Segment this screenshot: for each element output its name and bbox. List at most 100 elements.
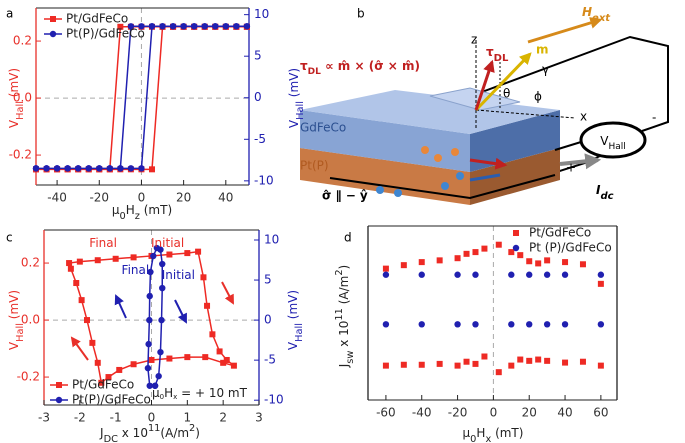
marker: [184, 250, 191, 257]
marker: [513, 230, 519, 236]
y-tick-label: 0.2: [13, 34, 32, 48]
marker: [526, 357, 533, 364]
label: τDL: [486, 45, 509, 64]
x-tick-label: 3: [255, 411, 263, 425]
label-part: 11: [334, 308, 345, 320]
marker: [243, 23, 251, 30]
field-vector: [527, 17, 603, 44]
legend-label: Pt/GdFeCo: [66, 12, 128, 26]
spins: [376, 146, 508, 197]
x-tick-label: -20: [89, 191, 109, 205]
y-tick-label: 0.0: [13, 91, 32, 105]
marker: [382, 265, 389, 272]
marker: [106, 165, 114, 172]
spin: [456, 172, 464, 180]
label-part: V: [287, 119, 301, 128]
spin: [441, 182, 449, 190]
x-tick-label: 0: [490, 406, 498, 420]
axis-label: μ0Hz (mT): [112, 203, 172, 222]
panel-letter: d: [344, 231, 352, 245]
marker: [526, 271, 533, 278]
marker: [561, 321, 569, 328]
marker: [50, 16, 56, 22]
marker: [67, 265, 74, 272]
marker: [382, 362, 389, 369]
label-part: z: [135, 211, 140, 222]
legend-label: Pt/GdFeCo: [72, 378, 134, 392]
label: Idc: [596, 183, 614, 202]
marker: [454, 362, 461, 369]
label-part: Hall: [295, 101, 306, 120]
x-tick-label: -3: [38, 411, 50, 425]
label: VHall: [600, 134, 626, 152]
marker: [418, 321, 425, 328]
marker: [146, 382, 153, 389]
marker: [454, 271, 461, 278]
label-part: x 10: [337, 321, 351, 351]
label-part: H: [126, 203, 135, 217]
axis-label: VHall (mV): [7, 68, 26, 128]
marker: [535, 260, 542, 267]
marker: [481, 245, 488, 252]
marker: [472, 360, 479, 367]
spin: [376, 186, 384, 194]
marker: [127, 23, 135, 30]
marker: [190, 23, 198, 30]
marker: [597, 280, 604, 287]
marker: [562, 359, 569, 366]
marker: [127, 165, 135, 172]
label: σ̂ ∥ − ŷ: [322, 189, 368, 203]
marker: [166, 251, 173, 258]
label-part: J: [99, 426, 104, 440]
label-part: 0: [160, 393, 164, 401]
marker: [454, 321, 461, 328]
marker: [562, 259, 569, 266]
torque-vector: [474, 59, 495, 111]
label: +: [566, 161, 576, 175]
label: -: [652, 111, 656, 125]
marker: [144, 364, 152, 372]
hall-cross: [429, 87, 521, 111]
marker: [472, 271, 479, 278]
marker: [544, 257, 551, 264]
label-part: 2: [334, 269, 345, 275]
label-part: H: [476, 426, 485, 440]
panel-letter: b: [357, 7, 365, 21]
marker: [400, 361, 407, 368]
voltmeter: [579, 121, 647, 159]
marker: [96, 165, 103, 172]
marker: [148, 356, 155, 363]
series-line: [36, 26, 247, 171]
gdfeco-layer: [300, 110, 470, 172]
marker: [418, 271, 425, 278]
sweep-arrow: [221, 281, 234, 305]
panel-letter: c: [6, 231, 13, 245]
marker: [56, 382, 62, 388]
marker: [180, 23, 187, 30]
axis-label: VHall (mV): [286, 290, 305, 350]
y-tick-label: -0.2: [9, 148, 32, 162]
label-part: J: [337, 364, 351, 369]
marker: [418, 259, 425, 266]
label-part: 2: [189, 423, 195, 434]
marker: [495, 241, 502, 248]
marker: [78, 297, 85, 304]
marker: [517, 356, 524, 363]
marker: [74, 165, 82, 172]
marker: [463, 358, 470, 365]
marker: [157, 246, 164, 253]
label-part: V: [286, 341, 300, 350]
x-tick-label: 20: [176, 191, 191, 205]
label-part: 11: [148, 423, 160, 434]
marker: [55, 396, 63, 404]
y2-tick-label: -10: [264, 393, 284, 407]
axis-label: μ0Hx (mT): [463, 426, 524, 443]
x-tick-label: 40: [557, 406, 572, 420]
x-tick-label: -20: [448, 406, 468, 420]
label-part: V: [7, 119, 21, 128]
x-tick-label: -40: [47, 191, 67, 205]
m-vector: [474, 52, 532, 112]
label-part: DC: [104, 434, 119, 443]
y2-tick-label: 0: [254, 90, 262, 104]
